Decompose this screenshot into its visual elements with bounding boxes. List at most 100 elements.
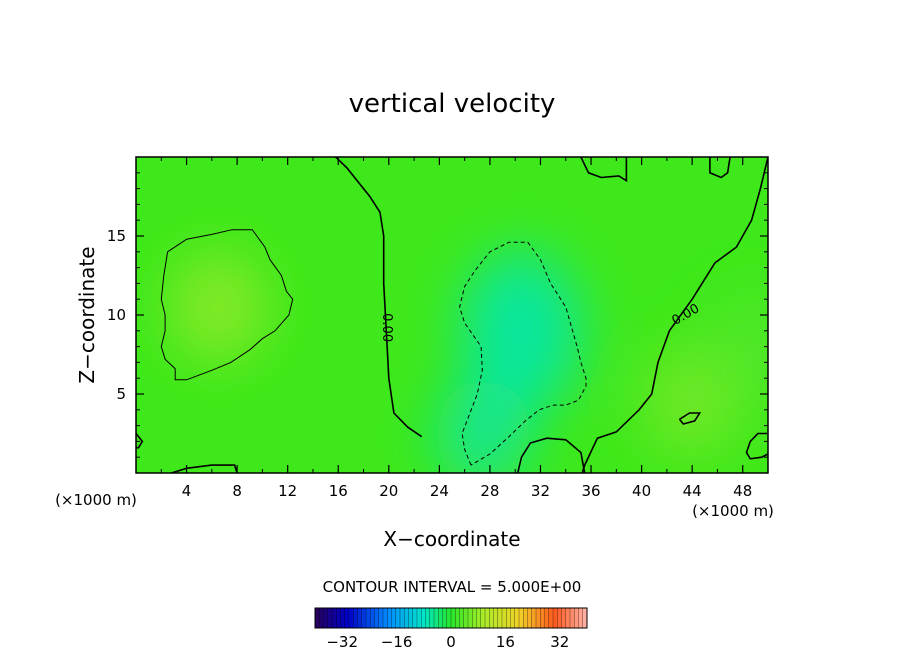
colorbar-cell bbox=[467, 607, 473, 629]
x-tick-label: 36 bbox=[581, 482, 600, 500]
colorbar-cell bbox=[361, 607, 367, 629]
colorbar-tick-label: 32 bbox=[550, 633, 569, 651]
colorbar-cell bbox=[433, 607, 439, 629]
colorbar-cells bbox=[314, 607, 588, 629]
colorbar-cell bbox=[353, 607, 358, 629]
colorbar-tick-label: 0 bbox=[446, 633, 456, 651]
colorbar-cell bbox=[480, 607, 486, 629]
colorbar-cell bbox=[450, 607, 456, 629]
x-tick-label: 40 bbox=[632, 482, 651, 500]
contour-line bbox=[678, 412, 702, 425]
colorbar-cell bbox=[544, 607, 550, 629]
colorbar-cell bbox=[408, 607, 414, 629]
colorbar-cell bbox=[561, 607, 567, 629]
colorbar-cell bbox=[365, 607, 371, 629]
colorbar-cell bbox=[319, 607, 324, 629]
colorbar-cell bbox=[404, 607, 409, 629]
colorbar-cell bbox=[574, 607, 579, 629]
x-unit-right: (×1000 m) bbox=[692, 502, 774, 520]
field-blob bbox=[435, 378, 532, 473]
colorbar-tick-label: −32 bbox=[326, 633, 358, 651]
colorbar-cell bbox=[370, 607, 375, 629]
contour-line bbox=[160, 229, 294, 381]
colorbar-cell bbox=[336, 607, 341, 629]
contour-label: 0.00 bbox=[379, 313, 394, 342]
colorbar-cell bbox=[565, 607, 571, 629]
colorbar-cell bbox=[548, 607, 554, 629]
colorbar-frame bbox=[314, 607, 588, 629]
colorbar-cell bbox=[331, 607, 337, 629]
colorbar-cell bbox=[518, 607, 524, 629]
colorbar-cell bbox=[327, 607, 333, 629]
contour-line bbox=[136, 433, 144, 449]
colorbar-cell bbox=[395, 607, 401, 629]
colorbar-cell bbox=[314, 607, 320, 629]
colorbar-cell bbox=[506, 607, 511, 629]
x-tick-label: 16 bbox=[329, 482, 348, 500]
x-tick-label: 28 bbox=[480, 482, 499, 500]
colorbar-cell bbox=[323, 607, 329, 629]
colorbar-cell bbox=[557, 607, 562, 629]
colorbar-cell bbox=[348, 607, 354, 629]
x-tick-label: 4 bbox=[182, 482, 192, 500]
colorbar-cell bbox=[382, 607, 388, 629]
colorbar-cell bbox=[340, 607, 346, 629]
field-blob bbox=[170, 252, 267, 363]
colorbar-cell bbox=[569, 607, 575, 629]
x-tick-label: 12 bbox=[278, 482, 297, 500]
colorbar-cell bbox=[578, 607, 584, 629]
contour-line bbox=[580, 157, 628, 183]
x-tick-label: 44 bbox=[683, 482, 702, 500]
colorbar-cell bbox=[387, 607, 392, 629]
colorbar-cell bbox=[374, 607, 380, 629]
contour-line bbox=[516, 437, 586, 473]
colorbar-cell bbox=[476, 607, 482, 629]
x-axis-label: X−coordinate bbox=[383, 527, 520, 551]
colorbar-cell bbox=[446, 607, 452, 629]
contour-line bbox=[335, 157, 423, 438]
colorbar-cell bbox=[535, 607, 541, 629]
colorbar-cell bbox=[425, 607, 431, 629]
y-tick-label: 5 bbox=[116, 385, 126, 403]
colorbar-cell bbox=[438, 607, 443, 629]
colorbar-cell bbox=[399, 607, 405, 629]
x-tick-label: 8 bbox=[232, 482, 242, 500]
colorbar-cell bbox=[421, 607, 426, 629]
colorbar-tick-labels: −32 −16 0 16 32 bbox=[326, 633, 569, 651]
colorbar-cell bbox=[412, 607, 418, 629]
colorbar-cell bbox=[527, 607, 533, 629]
colorbar-cell bbox=[489, 607, 494, 629]
shaded-field bbox=[170, 250, 768, 473]
x-unit-left: (×1000 m) bbox=[55, 491, 137, 509]
contour-line bbox=[709, 157, 731, 179]
x-tick-label: 48 bbox=[733, 482, 752, 500]
x-tick-label: 24 bbox=[430, 482, 449, 500]
colorbar-cell bbox=[493, 607, 499, 629]
colorbar-cell bbox=[459, 607, 465, 629]
chart-title: vertical velocity bbox=[349, 89, 556, 119]
contour-interval-text: CONTOUR INTERVAL = 5.000E+00 bbox=[323, 578, 582, 596]
contour-line bbox=[745, 432, 768, 460]
field-blob bbox=[461, 250, 582, 411]
colorbar-cell bbox=[523, 607, 528, 629]
colorbar-cell bbox=[501, 607, 507, 629]
colorbar-cell bbox=[391, 607, 397, 629]
x-tick-label: 32 bbox=[531, 482, 550, 500]
contour-line bbox=[581, 157, 768, 473]
field-blob bbox=[707, 291, 768, 402]
y-tick-label: 10 bbox=[107, 306, 126, 324]
colorbar: −32 −16 0 16 32 bbox=[314, 607, 588, 651]
colorbar-cell bbox=[429, 607, 435, 629]
x-tick-label: 20 bbox=[379, 482, 398, 500]
colorbar-cell bbox=[552, 607, 558, 629]
colorbar-cell bbox=[357, 607, 363, 629]
colorbar-cell bbox=[472, 607, 477, 629]
contour-line bbox=[171, 464, 238, 473]
colorbar-cell bbox=[484, 607, 490, 629]
colorbar-tick-label: 16 bbox=[496, 633, 515, 651]
colorbar-cell bbox=[514, 607, 520, 629]
colorbar-cell bbox=[442, 607, 448, 629]
